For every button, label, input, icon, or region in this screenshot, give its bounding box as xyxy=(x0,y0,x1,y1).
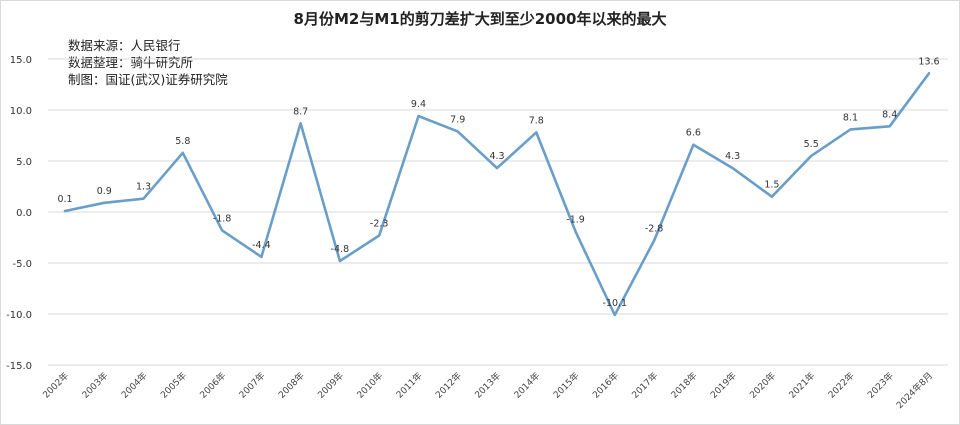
data-label: -1.9 xyxy=(566,214,585,225)
y-tick-label: 15.0 xyxy=(10,55,32,66)
x-tick-label: 2007年 xyxy=(236,370,267,401)
y-tick-label: 5.0 xyxy=(16,157,32,168)
x-tick-label: 2013年 xyxy=(472,370,503,401)
x-tick-label: 2008年 xyxy=(276,370,307,401)
x-tick-label: 2009年 xyxy=(315,370,346,401)
source-note-data-source: 数据来源：人民银行 xyxy=(68,38,181,53)
data-label: 6.6 xyxy=(686,128,701,139)
source-note-chart-maker: 制图：国证(武汉)证券研究院 xyxy=(68,72,228,87)
x-tick-label: 2020年 xyxy=(747,370,778,401)
series-line xyxy=(63,72,931,317)
data-label: 4.3 xyxy=(725,151,740,162)
x-tick-label: 2002年 xyxy=(40,370,71,401)
x-tick-label: 2017年 xyxy=(629,370,660,401)
x-tick-label: 2018年 xyxy=(668,370,699,401)
y-tick-label: 0.0 xyxy=(16,208,32,219)
data-label: 9.4 xyxy=(411,99,426,110)
chart-title: 8月份M2与M1的剪刀差扩大到至少2000年以来的最大 xyxy=(293,10,667,28)
x-tick-label: 2010年 xyxy=(354,370,385,401)
data-label: 1.3 xyxy=(136,182,151,193)
x-tick-label: 2004年 xyxy=(119,370,150,401)
data-label: -2.8 xyxy=(645,224,664,235)
data-label: 8.1 xyxy=(843,112,858,123)
data-label: -2.3 xyxy=(370,218,389,229)
data-label: 7.9 xyxy=(450,114,465,125)
data-label: 5.8 xyxy=(175,136,190,147)
x-tick-label: 2021年 xyxy=(786,370,817,401)
data-label: 13.6 xyxy=(918,56,939,67)
x-tick-label: 2011年 xyxy=(394,370,425,401)
y-tick-label: 10.0 xyxy=(10,106,32,117)
x-tick-label: 2003年 xyxy=(79,370,110,401)
y-tick-label: -10.0 xyxy=(6,310,32,321)
data-label: 0.9 xyxy=(97,186,112,197)
x-tick-label: 2006年 xyxy=(197,370,228,401)
x-tick-label: 2019年 xyxy=(708,370,739,401)
x-tick-label: 2012年 xyxy=(433,370,464,401)
x-tick-label: 2005年 xyxy=(158,370,189,401)
data-label: -10.1 xyxy=(603,298,628,309)
data-label: 5.5 xyxy=(804,139,819,150)
x-tick-label: 2015年 xyxy=(551,370,582,401)
data-label: 0.1 xyxy=(57,194,72,205)
data-label: 8.7 xyxy=(293,106,308,117)
x-tick-label: 2022年 xyxy=(826,370,857,401)
data-label: 4.3 xyxy=(489,151,504,162)
y-tick-label: -5.0 xyxy=(12,259,32,270)
x-tick-label: 2024年8月 xyxy=(894,370,935,411)
data-label: 7.8 xyxy=(529,115,544,126)
x-tick-label: 2016年 xyxy=(590,370,621,401)
data-label: -4.8 xyxy=(331,244,350,255)
data-label: 1.5 xyxy=(764,180,779,191)
data-label: -4.4 xyxy=(252,240,271,251)
y-tick-label: -15.0 xyxy=(6,361,32,372)
data-label: -1.8 xyxy=(213,213,232,224)
data-label: 8.4 xyxy=(882,109,897,120)
x-tick-label: 2023年 xyxy=(865,370,896,401)
x-tick-label: 2014年 xyxy=(511,370,542,401)
